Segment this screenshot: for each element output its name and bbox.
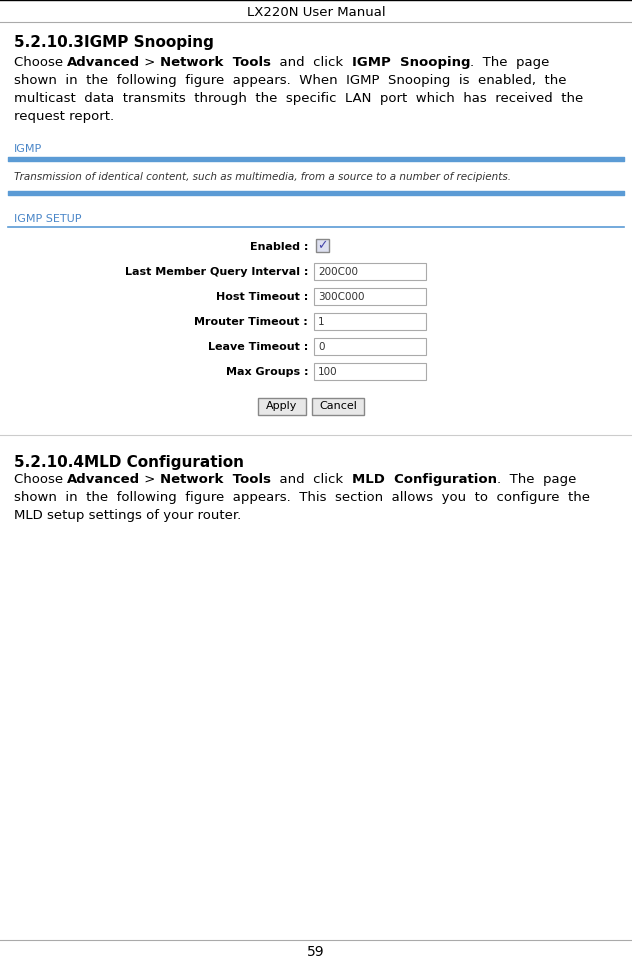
Text: LX220N User Manual: LX220N User Manual <box>246 6 386 18</box>
Text: 300C000: 300C000 <box>318 292 365 302</box>
Text: IGMP  Snooping: IGMP Snooping <box>352 56 470 69</box>
Text: request report.: request report. <box>14 110 114 123</box>
Text: Max Groups :: Max Groups : <box>226 367 308 377</box>
Text: Leave Timeout :: Leave Timeout : <box>208 342 308 352</box>
Text: MLD setup settings of your router.: MLD setup settings of your router. <box>14 509 241 522</box>
Text: 5.2.10.4MLD Configuration: 5.2.10.4MLD Configuration <box>14 455 244 470</box>
Text: ✓: ✓ <box>317 239 328 253</box>
Text: IGMP: IGMP <box>14 144 42 154</box>
Text: 1: 1 <box>318 317 325 327</box>
FancyBboxPatch shape <box>314 263 426 280</box>
FancyBboxPatch shape <box>314 288 426 305</box>
Text: 100: 100 <box>318 367 337 377</box>
FancyBboxPatch shape <box>314 313 426 330</box>
Text: MLD  Configuration: MLD Configuration <box>352 473 497 486</box>
Text: >: > <box>140 473 160 486</box>
Text: and  click: and click <box>271 56 352 69</box>
FancyBboxPatch shape <box>258 398 306 415</box>
Text: Advanced: Advanced <box>68 473 140 486</box>
Text: 0: 0 <box>318 342 324 352</box>
Text: 59: 59 <box>307 945 325 959</box>
Text: shown  in  the  following  figure  appears.  When  IGMP  Snooping  is  enabled, : shown in the following figure appears. W… <box>14 74 566 87</box>
Text: Mrouter Timeout :: Mrouter Timeout : <box>194 317 308 327</box>
Text: Transmission of identical content, such as multimedia, from a source to a number: Transmission of identical content, such … <box>14 172 511 182</box>
Text: Choose: Choose <box>14 56 68 69</box>
Text: >: > <box>140 56 160 69</box>
Text: Last Member Query Interval :: Last Member Query Interval : <box>125 267 308 277</box>
Text: multicast  data  transmits  through  the  specific  LAN  port  which  has  recei: multicast data transmits through the spe… <box>14 92 583 105</box>
Text: shown  in  the  following  figure  appears.  This  section  allows  you  to  con: shown in the following figure appears. T… <box>14 491 590 504</box>
Text: Network  Tools: Network Tools <box>160 56 271 69</box>
Text: Advanced: Advanced <box>68 56 140 69</box>
Text: and  click: and click <box>271 473 352 486</box>
Text: .  The  page: . The page <box>470 56 550 69</box>
Text: .  The  page: . The page <box>497 473 576 486</box>
Text: 5.2.10.3IGMP Snooping: 5.2.10.3IGMP Snooping <box>14 35 214 50</box>
FancyBboxPatch shape <box>316 239 329 252</box>
Text: Apply: Apply <box>266 401 298 411</box>
Text: IGMP SETUP: IGMP SETUP <box>14 214 82 224</box>
Text: Choose: Choose <box>14 473 68 486</box>
Text: Cancel: Cancel <box>319 401 357 411</box>
Text: Enabled :: Enabled : <box>250 242 308 252</box>
Text: Network  Tools: Network Tools <box>160 473 271 486</box>
Text: Host Timeout :: Host Timeout : <box>216 292 308 302</box>
Text: 200C00: 200C00 <box>318 267 358 277</box>
FancyBboxPatch shape <box>314 363 426 380</box>
FancyBboxPatch shape <box>312 398 364 415</box>
FancyBboxPatch shape <box>314 338 426 355</box>
